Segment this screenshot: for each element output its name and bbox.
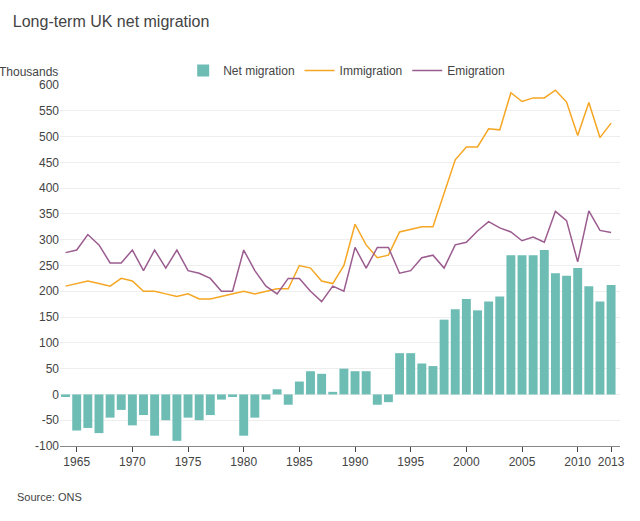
svg-text:200: 200 xyxy=(39,284,59,298)
svg-text:100: 100 xyxy=(39,336,59,350)
svg-text:1970: 1970 xyxy=(119,455,146,469)
svg-text:2010: 2010 xyxy=(564,455,591,469)
svg-text:250: 250 xyxy=(39,259,59,273)
svg-text:300: 300 xyxy=(39,233,59,247)
svg-text:-50: -50 xyxy=(42,413,60,427)
svg-text:Net migration: Net migration xyxy=(223,64,294,78)
svg-text:1995: 1995 xyxy=(397,455,424,469)
svg-text:50: 50 xyxy=(46,362,60,376)
svg-text:Immigration: Immigration xyxy=(340,64,403,78)
svg-text:500: 500 xyxy=(39,130,59,144)
svg-text:2005: 2005 xyxy=(509,455,536,469)
svg-text:0: 0 xyxy=(52,388,59,402)
svg-text:1985: 1985 xyxy=(286,455,313,469)
svg-text:600: 600 xyxy=(39,78,59,92)
svg-text:1980: 1980 xyxy=(230,455,257,469)
svg-text:2013: 2013 xyxy=(598,455,625,469)
svg-text:400: 400 xyxy=(39,181,59,195)
svg-text:550: 550 xyxy=(39,104,59,118)
svg-text:2000: 2000 xyxy=(453,455,480,469)
svg-text:-100: -100 xyxy=(35,439,59,453)
svg-text:1965: 1965 xyxy=(63,455,90,469)
svg-text:Source: ONS: Source: ONS xyxy=(17,491,82,503)
svg-text:Long-term UK net migration: Long-term UK net migration xyxy=(13,13,210,30)
svg-text:Emigration: Emigration xyxy=(447,64,504,78)
svg-text:1975: 1975 xyxy=(175,455,202,469)
svg-text:350: 350 xyxy=(39,207,59,221)
svg-text:150: 150 xyxy=(39,310,59,324)
svg-text:1990: 1990 xyxy=(342,455,369,469)
svg-text:Thousands: Thousands xyxy=(0,65,58,79)
svg-text:450: 450 xyxy=(39,156,59,170)
